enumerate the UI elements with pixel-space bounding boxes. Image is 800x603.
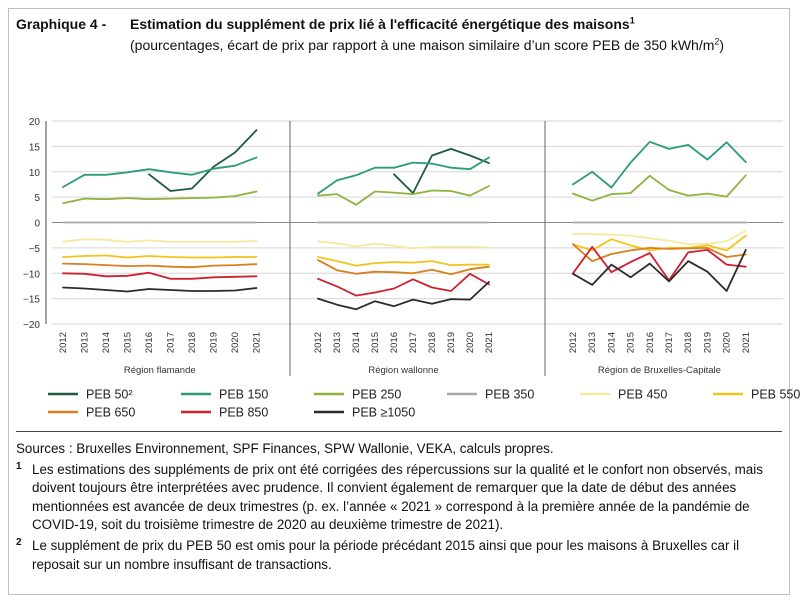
- x-tick-label: 2013: [587, 332, 598, 353]
- series-line: [317, 259, 490, 276]
- series-line: [62, 262, 258, 269]
- subtitle-superscript: 2: [714, 36, 720, 47]
- panel-label: Région de Bruxelles-Capitale: [598, 365, 721, 376]
- x-tick-label: 2014: [351, 332, 362, 353]
- y-tick-label: 15: [29, 142, 41, 153]
- series-line: [572, 140, 747, 189]
- x-tick-label: 2021: [252, 332, 263, 353]
- footnotes: Sources : Bruxelles Environnement, SPF F…: [16, 440, 784, 574]
- panel-label: Région wallonne: [368, 365, 438, 376]
- y-tick-label: 10: [29, 168, 41, 179]
- series-line: [317, 185, 490, 206]
- series-line: [317, 280, 490, 311]
- series-line: [62, 156, 258, 188]
- legend-label: PEB 250: [352, 388, 401, 402]
- x-tick-label: 2016: [389, 332, 400, 353]
- legend-label: PEB 550: [751, 388, 800, 402]
- y-tick-label: 5: [34, 193, 40, 204]
- series-line: [572, 174, 747, 202]
- x-tick-label: 2017: [664, 332, 675, 353]
- x-tick-label: 2019: [209, 332, 220, 353]
- footnote-separator: [16, 431, 782, 432]
- series-line: [572, 243, 747, 263]
- legend-label: PEB 150: [219, 388, 268, 402]
- series-line: [317, 156, 490, 195]
- series-line: [62, 271, 258, 280]
- subtitle-end: ): [719, 37, 725, 53]
- footnote-1: 1 Les estimations des suppléments de pri…: [16, 461, 784, 535]
- series-line: [317, 240, 490, 250]
- x-tick-label: 2016: [144, 332, 155, 353]
- x-tick-label: 2021: [741, 332, 752, 353]
- figure-frame: [8, 8, 790, 595]
- legend-label: PEB 450: [618, 388, 667, 402]
- x-tick-label: 2012: [58, 332, 69, 353]
- footnote-text: Les estimations des suppléments de prix …: [32, 461, 763, 533]
- y-tick-label: −15: [23, 295, 40, 306]
- figure-number: Graphique 4 -: [16, 16, 107, 32]
- y-tick-label: 20: [29, 117, 41, 128]
- series-line: [572, 245, 747, 282]
- x-tick-label: 2021: [484, 332, 495, 353]
- legend-label: PEB 50²: [86, 388, 133, 402]
- series-line: [572, 248, 747, 292]
- y-tick-label: −5: [29, 244, 41, 255]
- x-tick-label: 2020: [230, 332, 241, 353]
- x-tick-label: 2013: [332, 332, 343, 353]
- y-tick-label: −20: [23, 320, 40, 331]
- panel-label: Région flamande: [124, 365, 196, 376]
- x-tick-label: 2018: [427, 332, 438, 353]
- legend-label: PEB ≥1050: [352, 406, 415, 420]
- footnote-mark: 1: [16, 460, 22, 472]
- x-tick-label: 2019: [702, 332, 713, 353]
- x-tick-label: 2014: [606, 332, 617, 353]
- series-line: [317, 272, 490, 297]
- series-line: [62, 254, 258, 259]
- x-tick-label: 2019: [446, 332, 457, 353]
- x-tick-label: 2018: [187, 332, 198, 353]
- x-tick-label: 2014: [101, 332, 112, 353]
- x-tick-label: 2018: [683, 332, 694, 353]
- series-line: [393, 147, 490, 195]
- x-tick-label: 2015: [370, 332, 381, 353]
- chart-subtitle: (pourcentages, écart de prix par rapport…: [130, 37, 715, 53]
- y-tick-label: 0: [34, 219, 40, 230]
- series-line: [62, 286, 258, 293]
- series-line: [572, 229, 747, 246]
- x-tick-label: 2015: [626, 332, 637, 353]
- footnote-mark: 2: [16, 536, 22, 548]
- series-line: [62, 238, 258, 243]
- series-line: [148, 129, 258, 192]
- series-line: [317, 256, 490, 267]
- x-tick-label: 2020: [722, 332, 733, 353]
- x-tick-label: 2013: [80, 332, 91, 353]
- x-tick-label: 2017: [166, 332, 177, 353]
- legend-label: PEB 650: [86, 406, 135, 420]
- y-tick-label: −10: [23, 269, 40, 280]
- x-tick-label: 2020: [465, 332, 476, 353]
- title-footnote-mark: 1: [629, 15, 635, 26]
- footnote-text: Le supplément de prix du PEB 50 est omis…: [32, 537, 740, 572]
- title-main: Estimation du supplément de prix lié à l…: [130, 16, 630, 32]
- series-line: [62, 190, 258, 205]
- chart-title: Estimation du supplément de prix lié à l…: [130, 14, 770, 56]
- x-tick-label: 2012: [568, 332, 579, 353]
- x-tick-label: 2015: [123, 332, 134, 353]
- footnote-2: 2 Le supplément de prix du PEB 50 est om…: [16, 537, 784, 574]
- x-tick-label: 2016: [645, 332, 656, 353]
- sources-line: Sources : Bruxelles Environnement, SPF F…: [16, 441, 554, 456]
- legend-label: PEB 350: [485, 388, 534, 402]
- x-tick-label: 2017: [408, 332, 419, 353]
- legend-label: PEB 850: [219, 406, 268, 420]
- x-tick-label: 2012: [313, 332, 324, 353]
